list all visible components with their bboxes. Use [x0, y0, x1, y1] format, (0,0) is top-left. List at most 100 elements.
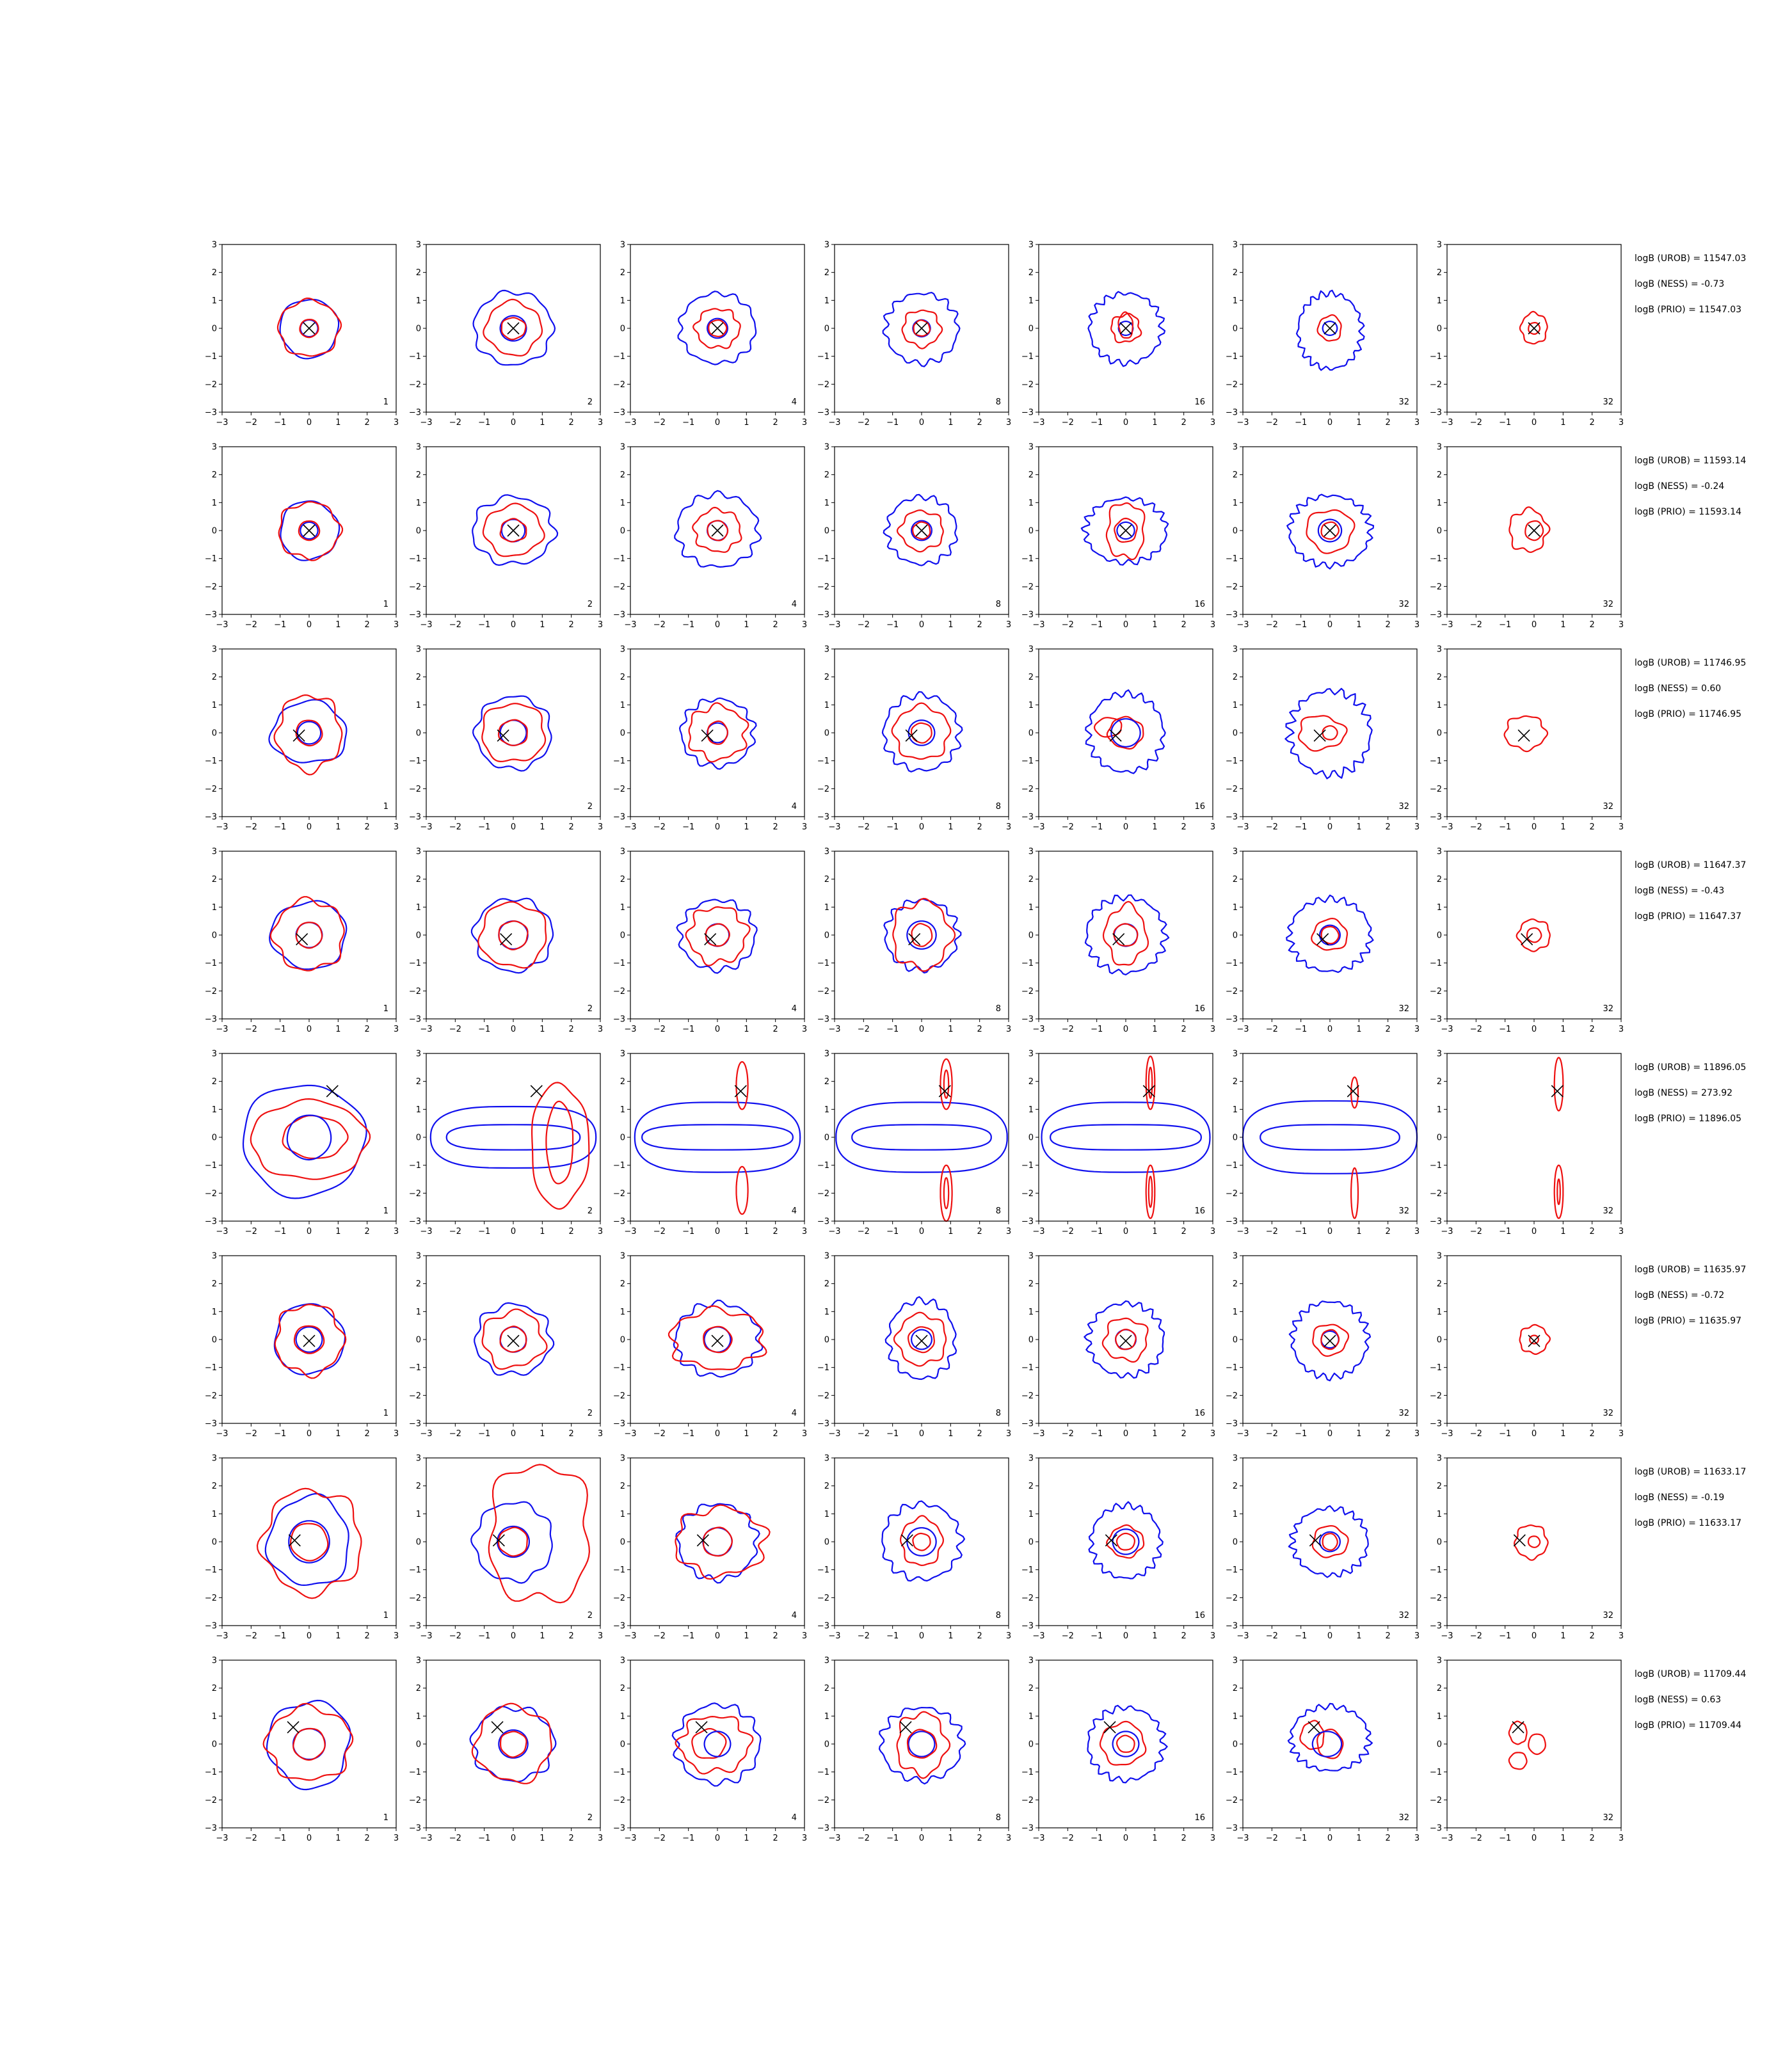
x-tick-label: −1 — [886, 418, 899, 428]
x-tick-label: 3 — [598, 1227, 603, 1236]
x-marker — [507, 1334, 520, 1347]
red-contour — [499, 1325, 527, 1353]
blue-contour — [268, 699, 348, 764]
x-tick-label: 0 — [919, 620, 924, 630]
x-marker — [507, 322, 520, 335]
red-contour — [1145, 1164, 1156, 1219]
y-tick-label: −2 — [409, 1796, 421, 1805]
y-tick-label: 1 — [824, 1510, 829, 1519]
y-tick-label: −2 — [1430, 1189, 1442, 1199]
y-tick-label: 3 — [1233, 1252, 1238, 1261]
red-contour — [1514, 1524, 1549, 1561]
x-tick-label: 1 — [744, 1429, 749, 1439]
x-tick-label: 1 — [335, 1834, 340, 1843]
x-tick-label: 1 — [948, 620, 953, 630]
x-tick-label: −3 — [1441, 1227, 1453, 1236]
y-tick-label: 2 — [416, 673, 421, 682]
x-tick-label: 3 — [1006, 1227, 1011, 1236]
y-tick-label: −2 — [613, 987, 625, 996]
y-tick-label: −3 — [613, 1015, 625, 1025]
y-tick-label: 1 — [1233, 1105, 1238, 1115]
red-contour — [1320, 521, 1340, 540]
y-tick-label: 0 — [212, 931, 217, 941]
red-contour — [735, 1061, 749, 1110]
y-tick-label: −3 — [1430, 1015, 1442, 1025]
panel-r5-c2: −3−3 −2 −2 −1 −1 0 0 1 1 2 2 3 3 2 — [409, 1050, 603, 1237]
y-tick-label: 1 — [212, 499, 217, 508]
x-tick-label: 2 — [365, 822, 370, 832]
y-tick-label: 1 — [212, 1510, 217, 1519]
x-tick-label: 0 — [1327, 1227, 1332, 1236]
y-tick-label: −2 — [817, 380, 829, 390]
x-tick-label: 1 — [1356, 1025, 1361, 1034]
panel-count-label: 16 — [1194, 1206, 1205, 1216]
panel-r3-c7: −3−3 −2 −2 −1 −1 0 0 1 1 2 2 3 3 32 — [1430, 645, 1624, 833]
y-tick-label: −3 — [409, 1824, 421, 1834]
panel-count-label: 2 — [588, 802, 593, 812]
blue-contour — [1295, 289, 1365, 371]
y-tick-label: 0 — [824, 931, 829, 941]
blue-contour — [671, 1702, 762, 1787]
x-tick-label: 2 — [569, 1429, 574, 1439]
y-tick-label: 1 — [1028, 1105, 1034, 1115]
red-contour — [891, 702, 952, 760]
logb-note: logB (PRIO) = 11647.37 — [1635, 911, 1741, 922]
x-tick-label: 3 — [598, 1025, 603, 1034]
x-tick-label: 0 — [715, 822, 720, 832]
y-tick-label: 2 — [1233, 268, 1238, 278]
x-tick-label: 3 — [1619, 1025, 1624, 1034]
x-marker — [899, 1721, 912, 1734]
red-contour — [692, 506, 742, 553]
x-tick-label: 0 — [919, 1025, 924, 1034]
y-tick-label: 1 — [1233, 296, 1238, 306]
x-marker — [1324, 524, 1336, 537]
x-tick-label: 2 — [1590, 1429, 1595, 1439]
x-tick-label: 3 — [1210, 1025, 1215, 1034]
x-tick-label: 0 — [1123, 418, 1128, 428]
red-contour — [1553, 1057, 1564, 1112]
x-tick-label: −1 — [886, 1227, 899, 1236]
y-tick-label: 3 — [620, 1656, 625, 1666]
y-tick-label: 2 — [1437, 875, 1442, 884]
y-tick-label: 2 — [620, 268, 625, 278]
blue-contour — [1085, 689, 1166, 774]
y-tick-label: 2 — [1028, 875, 1034, 884]
y-tick-label: 2 — [212, 470, 217, 480]
x-tick-label: −2 — [653, 1631, 666, 1641]
y-tick-label: 2 — [1028, 1077, 1034, 1087]
x-tick-label: −2 — [449, 1834, 461, 1843]
x-tick-label: 0 — [307, 620, 312, 630]
y-tick-label: −2 — [205, 1796, 217, 1805]
y-tick-label: 1 — [824, 701, 829, 710]
red-contour — [1320, 1329, 1340, 1350]
blue-contour — [469, 1706, 557, 1782]
x-tick-label: 2 — [1181, 1227, 1187, 1236]
y-tick-label: −1 — [817, 352, 829, 362]
x-tick-label: 3 — [1414, 822, 1420, 832]
blue-contour — [1112, 1731, 1140, 1757]
y-tick-label: −3 — [817, 611, 829, 620]
y-tick-label: 0 — [1437, 527, 1442, 536]
x-tick-label: 3 — [1619, 1834, 1624, 1843]
x-tick-label: −3 — [420, 418, 432, 428]
x-tick-label: −2 — [1470, 620, 1482, 630]
y-tick-label: 2 — [1028, 1482, 1034, 1491]
panel-r4-c1: −3−3 −2 −2 −1 −1 0 0 1 1 2 2 3 3 1 — [205, 847, 399, 1035]
panel-r2-c7: −3−3 −2 −2 −1 −1 0 0 1 1 2 2 3 3 32 — [1430, 443, 1624, 630]
panel-count-label: 8 — [996, 600, 1001, 609]
x-tick-label: 3 — [598, 1834, 603, 1843]
y-tick-label: 0 — [1028, 1538, 1034, 1548]
y-tick-label: 1 — [1233, 1712, 1238, 1722]
y-tick-label: −3 — [409, 611, 421, 620]
red-contour — [483, 298, 543, 356]
blue-contour — [1087, 291, 1166, 367]
x-tick-label: 3 — [1006, 1834, 1011, 1843]
panel-count-label: 1 — [383, 397, 388, 407]
x-tick-label: −1 — [274, 822, 286, 832]
panel-count-label: 32 — [1603, 802, 1613, 812]
panel-r7-c7: −3−3 −2 −2 −1 −1 0 0 1 1 2 2 3 3 32 — [1430, 1454, 1624, 1642]
blue-contour — [472, 494, 559, 566]
x-tick-label: 3 — [598, 1631, 603, 1641]
x-tick-label: −2 — [653, 620, 666, 630]
